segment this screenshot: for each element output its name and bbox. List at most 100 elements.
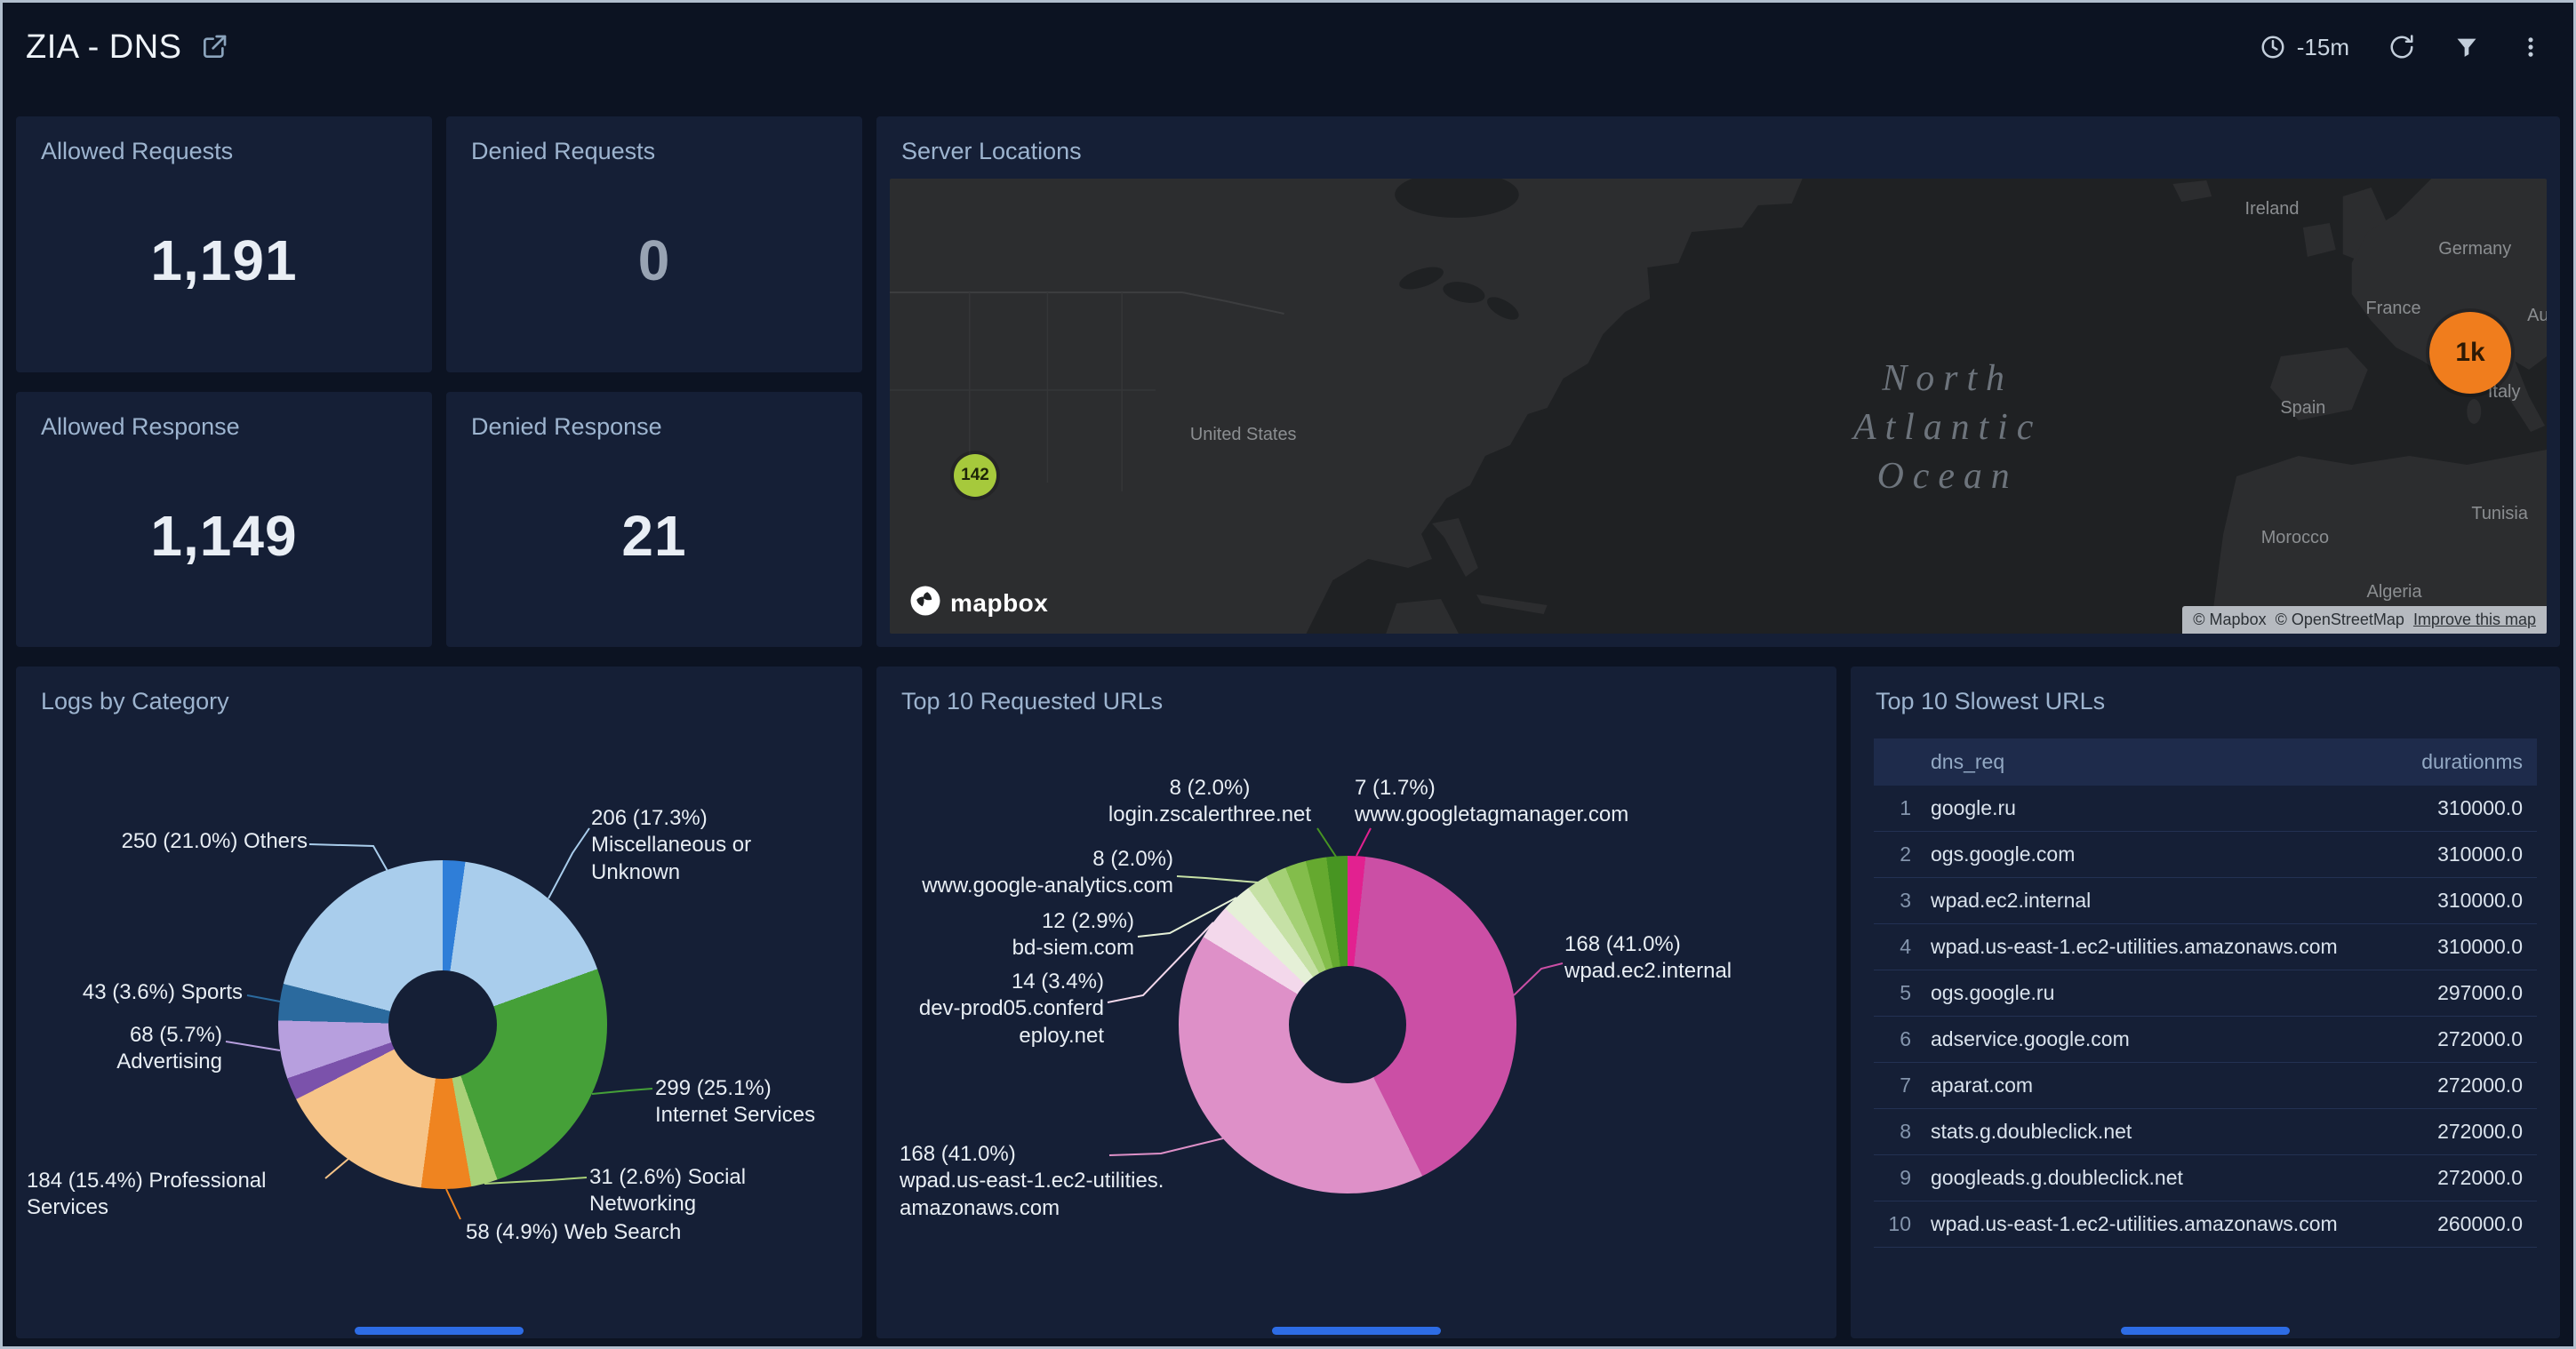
mapbox-attribution-link[interactable]: © Mapbox xyxy=(2193,611,2267,628)
table-row[interactable]: 8 stats.g.doubleclick.net 272000.0 xyxy=(1874,1108,2537,1155)
table-cell-req: wpad.ec2.internal xyxy=(1916,877,2395,924)
refresh-icon[interactable] xyxy=(2388,34,2415,60)
table-cell-req: google.ru xyxy=(1916,786,2395,832)
pie-label-internet-services: 299 (25.1%) Internet Services xyxy=(655,1076,816,1128)
table-header-row: dns_req durationms xyxy=(1874,738,2537,786)
table-cell-idx: 10 xyxy=(1874,1201,1916,1248)
table-cell-req: wpad.us-east-1.ec2-utilities.amazonaws.c… xyxy=(1916,1201,2395,1248)
mapbox-logo[interactable]: mapbox xyxy=(909,585,1048,621)
donut-chart-requested-urls[interactable] xyxy=(1179,856,1516,1193)
pie-label-social-networking: 31 (2.6%) Social Networking xyxy=(589,1165,747,1217)
table-cell-num: 272000.0 xyxy=(2394,1154,2537,1201)
table-cell-num: 310000.0 xyxy=(2394,877,2537,924)
table-cell-req: googleads.g.doubleclick.net xyxy=(1916,1154,2395,1201)
table-cell-num: 310000.0 xyxy=(2394,923,2537,970)
table-cell-idx: 3 xyxy=(1874,877,1916,924)
horizontal-scrollbar[interactable] xyxy=(2121,1327,2290,1335)
map-label-tunisia: Tunisia xyxy=(2471,504,2528,523)
map-label-spain: Spain xyxy=(2280,398,2325,418)
improve-map-link[interactable]: Improve this map xyxy=(2412,611,2536,628)
pie-label-login-zscalerthree: 8 (2.0%) login.zscalerthree.net xyxy=(1108,776,1312,827)
table-row[interactable]: 9 googleads.g.doubleclick.net 272000.0 xyxy=(1874,1154,2537,1201)
marker-count: 1k xyxy=(2455,338,2485,367)
map-marker-cluster-142[interactable]: 142 xyxy=(954,454,996,497)
pie-label-wpad-us-east-1: 168 (41.0%) wpad.us-east-1.ec2-utilities… xyxy=(900,1142,1164,1220)
donut-hole xyxy=(1289,966,1406,1083)
table-cell-req: wpad.us-east-1.ec2-utilities.amazonaws.c… xyxy=(1916,923,2395,970)
kebab-menu-icon[interactable] xyxy=(2518,35,2543,60)
time-range-control[interactable]: -15m xyxy=(2260,34,2349,61)
callout-line xyxy=(225,1041,281,1051)
table-cell-req: adservice.google.com xyxy=(1916,1016,2395,1063)
table-row[interactable]: 7 aparat.com 272000.0 xyxy=(1874,1062,2537,1109)
pie-label-professional-services: 184 (15.4%) Professional Services xyxy=(27,1169,267,1220)
slowest-urls-table-body: 1 google.ru 310000.0 2 ogs.google.com 310000.… xyxy=(1874,786,2537,1248)
callout-line xyxy=(1176,875,1259,883)
map-basemap: United States Ireland Germany France Aus… xyxy=(890,179,2547,634)
table-row[interactable]: 5 ogs.google.ru 297000.0 xyxy=(1874,970,2537,1017)
table-header-durationms[interactable]: durationms xyxy=(2394,738,2537,786)
stat-value: 1,191 xyxy=(150,228,298,293)
panel-allowed-requests: Allowed Requests 1,191 xyxy=(16,116,432,372)
table-header-dns-req[interactable]: dns_req xyxy=(1916,738,2395,786)
callout-line xyxy=(1316,827,1337,858)
callout-line xyxy=(445,1188,461,1220)
pie-label-bd-siem: 12 (2.9%) bd-siem.com xyxy=(1012,909,1134,961)
open-in-new-icon[interactable] xyxy=(200,33,228,61)
horizontal-scrollbar[interactable] xyxy=(1272,1327,1441,1335)
stat-value: 21 xyxy=(621,503,687,568)
callout-line xyxy=(1356,827,1372,857)
donut-chart-category[interactable] xyxy=(278,860,607,1189)
pie-label-sports: 43 (3.6%) Sports xyxy=(82,980,243,1004)
pie-label-wpad-ec2-internal: 168 (41.0%) wpad.ec2.internal xyxy=(1564,932,1732,984)
table-row[interactable]: 4 wpad.us-east-1.ec2-utilities.amazonaws.… xyxy=(1874,923,2537,970)
table-cell-idx: 7 xyxy=(1874,1062,1916,1109)
table-cell-idx: 8 xyxy=(1874,1108,1916,1155)
map-label-italy: Italy xyxy=(2488,382,2521,402)
map-label-france: France xyxy=(2366,299,2421,318)
page-title: ZIA - DNS xyxy=(26,28,182,66)
table-row[interactable]: 6 adservice.google.com 272000.0 xyxy=(1874,1016,2537,1063)
table-cell-req: ogs.google.ru xyxy=(1916,970,2395,1017)
map-label-germany: Germany xyxy=(2438,239,2511,259)
map-label-algeria: Algeria xyxy=(2367,582,2423,602)
osm-attribution-link[interactable]: © OpenStreetMap xyxy=(2275,611,2404,628)
callout-line xyxy=(548,827,590,899)
panel-title: Top 10 Requested URLs xyxy=(901,688,1164,714)
panel-title: Server Locations xyxy=(901,138,1082,164)
panel-top-slowest-urls: Top 10 Slowest URLs dns_req durationms 1… xyxy=(1851,667,2560,1338)
map-label-ireland: Ireland xyxy=(2245,199,2300,219)
table-cell-idx: 5 xyxy=(1874,970,1916,1017)
map-attribution: © Mapbox © OpenStreetMap Improve this ma… xyxy=(2182,606,2547,634)
map-marker-cluster-1k[interactable]: 1k xyxy=(2429,312,2511,394)
map[interactable]: United States Ireland Germany France Aus… xyxy=(890,179,2547,634)
callout-line xyxy=(246,994,281,1002)
table-header-index xyxy=(1874,738,1916,786)
pie-label-others: 250 (21.0%) Others xyxy=(121,829,308,853)
panel-title: Denied Requests xyxy=(471,138,656,164)
donut-hole xyxy=(388,970,497,1079)
table-cell-idx: 2 xyxy=(1874,831,1916,878)
table-row[interactable]: 2 ogs.google.com 310000.0 xyxy=(1874,831,2537,878)
table-cell-idx: 4 xyxy=(1874,923,1916,970)
svg-text:Ocean: Ocean xyxy=(1877,456,2019,497)
table-row[interactable]: 3 wpad.ec2.internal 310000.0 xyxy=(1874,877,2537,924)
table-cell-idx: 9 xyxy=(1874,1154,1916,1201)
category-pie-chart: 250 (21.0%) Others 206 (17.3%) Miscellan… xyxy=(16,729,862,1338)
header: ZIA - DNS -15m xyxy=(3,3,2573,92)
table-cell-req: aparat.com xyxy=(1916,1062,2395,1109)
table-row[interactable]: 10 wpad.us-east-1.ec2-utilities.amazonaws… xyxy=(1874,1201,2537,1248)
marker-count: 142 xyxy=(961,466,989,484)
filter-icon[interactable] xyxy=(2454,35,2479,60)
svg-text:Atlantic: Atlantic xyxy=(1851,407,2042,448)
panel-denied-response: Denied Response 21 xyxy=(446,391,862,647)
dashboard-body: Allowed Requests 1,191 Denied Requests 0… xyxy=(3,92,2573,1346)
table-row[interactable]: 1 google.ru 310000.0 xyxy=(1874,786,2537,832)
map-label-austria: Austr xyxy=(2527,306,2547,325)
horizontal-scrollbar[interactable] xyxy=(355,1327,524,1335)
panel-logs-by-category: Logs by Category xyxy=(16,667,862,1338)
panel-denied-requests: Denied Requests 0 xyxy=(446,116,862,372)
table-cell-num: 297000.0 xyxy=(2394,970,2537,1017)
pie-label-miscellaneous: 206 (17.3%) Miscellaneous or Unknown xyxy=(591,806,752,884)
